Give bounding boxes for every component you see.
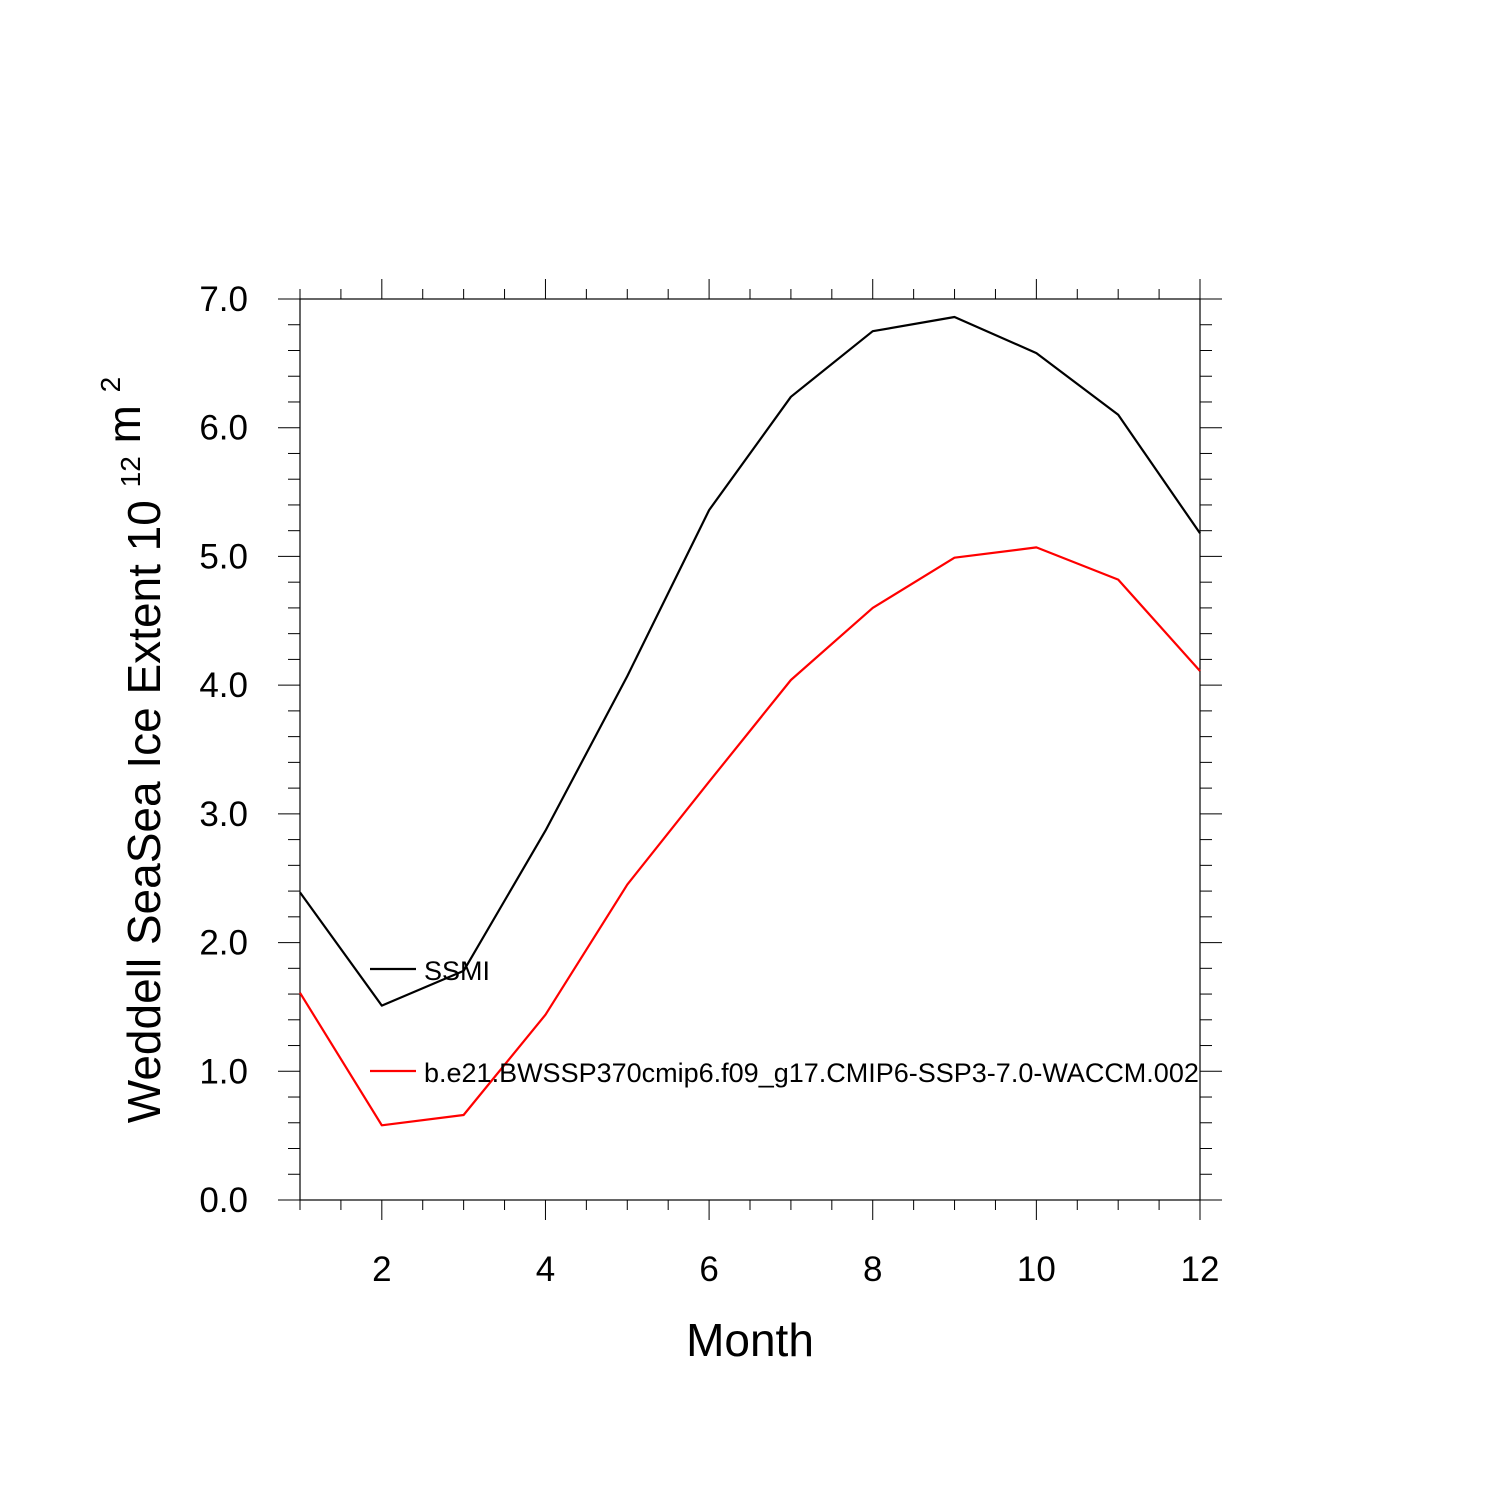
series-line-model — [299, 546, 1201, 1127]
y-axis-label-main: Weddell SeaSea Ice Extent 10 — [118, 500, 170, 1123]
y-axis-label-exponent: 12 — [115, 456, 146, 487]
y-axis-label-unit-exponent: 2 — [95, 377, 126, 393]
y-axis-label-unit: m — [98, 405, 150, 443]
y-tick-label: 7.0 — [199, 280, 248, 319]
y-tick-label: 5.0 — [199, 537, 248, 576]
x-tick-label: 2 — [372, 1250, 391, 1289]
axis-tick-labels: 2 4 6 8 10 12 0.0 1.0 2.0 3.0 4.0 5.0 6.0 7.0 — [199, 280, 1219, 1289]
x-tick-label: 8 — [863, 1250, 882, 1289]
legend: SSMI b.e21.BWSSP370cmip6.f09_g17.CMIP6-SS… — [370, 956, 1199, 1088]
y-axis-label: Weddell SeaSea Ice Extent 10 12 m 2 — [95, 377, 170, 1124]
series-layer — [299, 315, 1201, 1127]
x-tick-label: 12 — [1181, 1250, 1220, 1289]
y-tick-label: 6.0 — [199, 409, 248, 448]
y-tick-label: 3.0 — [199, 795, 248, 834]
series-line-ssmi — [299, 315, 1201, 1007]
y-tick-label: 2.0 — [199, 924, 248, 963]
x-tick-label: 4 — [536, 1250, 555, 1289]
y-tick-label: 0.0 — [199, 1181, 248, 1220]
x-tick-label: 10 — [1017, 1250, 1056, 1289]
x-axis-label: Month — [686, 1314, 814, 1366]
x-tick-label: 6 — [699, 1250, 718, 1289]
y-tick-label: 1.0 — [199, 1052, 248, 1091]
axis-ticks — [278, 279, 1222, 1220]
y-tick-label: 4.0 — [199, 666, 248, 705]
legend-label: b.e21.BWSSP370cmip6.f09_g17.CMIP6-SSP3-7… — [424, 1058, 1199, 1088]
legend-label: SSMI — [424, 956, 490, 986]
